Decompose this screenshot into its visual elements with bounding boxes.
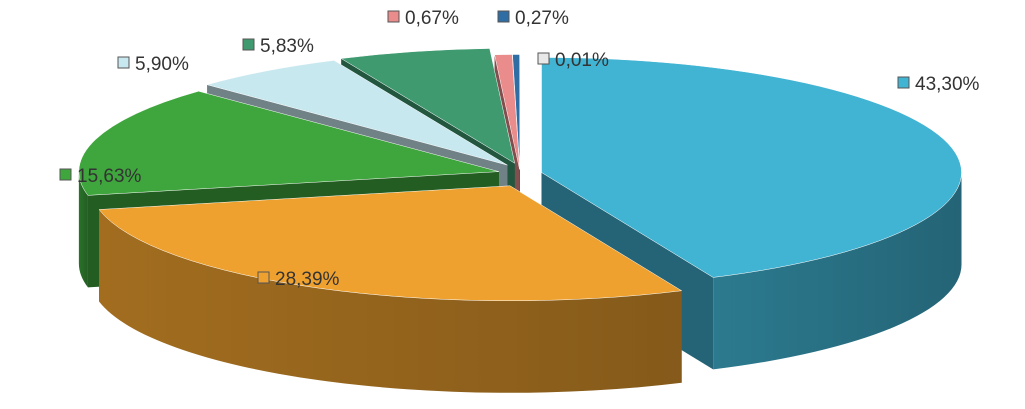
label-marker-icon: [117, 56, 130, 69]
pie-labels: 43,30% 28,39% 15,63% 5,90% 5,83% 0,67% 0,27% 0,…: [59, 8, 980, 290]
pie-slice: [541, 57, 962, 278]
pie-slice: [206, 60, 508, 166]
label-marker-icon: [497, 10, 510, 23]
pie-slice: [340, 48, 516, 164]
label-marker-icon: [537, 52, 550, 65]
label-marker-icon: [897, 76, 910, 89]
pie-slice: [78, 90, 499, 196]
data-label: 15,63%: [77, 166, 142, 187]
label-marker-icon: [257, 271, 270, 284]
pie-slice: [98, 185, 683, 302]
data-label: 0,27%: [515, 8, 569, 29]
pie-slice-outer-wall: [713, 172, 962, 370]
label-marker-icon: [59, 168, 72, 181]
pie-slice-tops: [78, 48, 962, 302]
pie-slice-outer-wall: [78, 171, 88, 288]
pie-slice-outer-wall: [99, 209, 682, 393]
pie-slice: [494, 54, 520, 170]
data-label: 5,90%: [135, 54, 189, 75]
data-label: 28,39%: [275, 269, 340, 290]
label-marker-icon: [242, 38, 255, 51]
data-label: 0,67%: [405, 8, 459, 29]
label-marker-icon: [387, 10, 400, 23]
data-label: 43,30%: [915, 74, 980, 95]
data-label: 0,01%: [555, 50, 609, 71]
data-label: 5,83%: [260, 36, 314, 57]
